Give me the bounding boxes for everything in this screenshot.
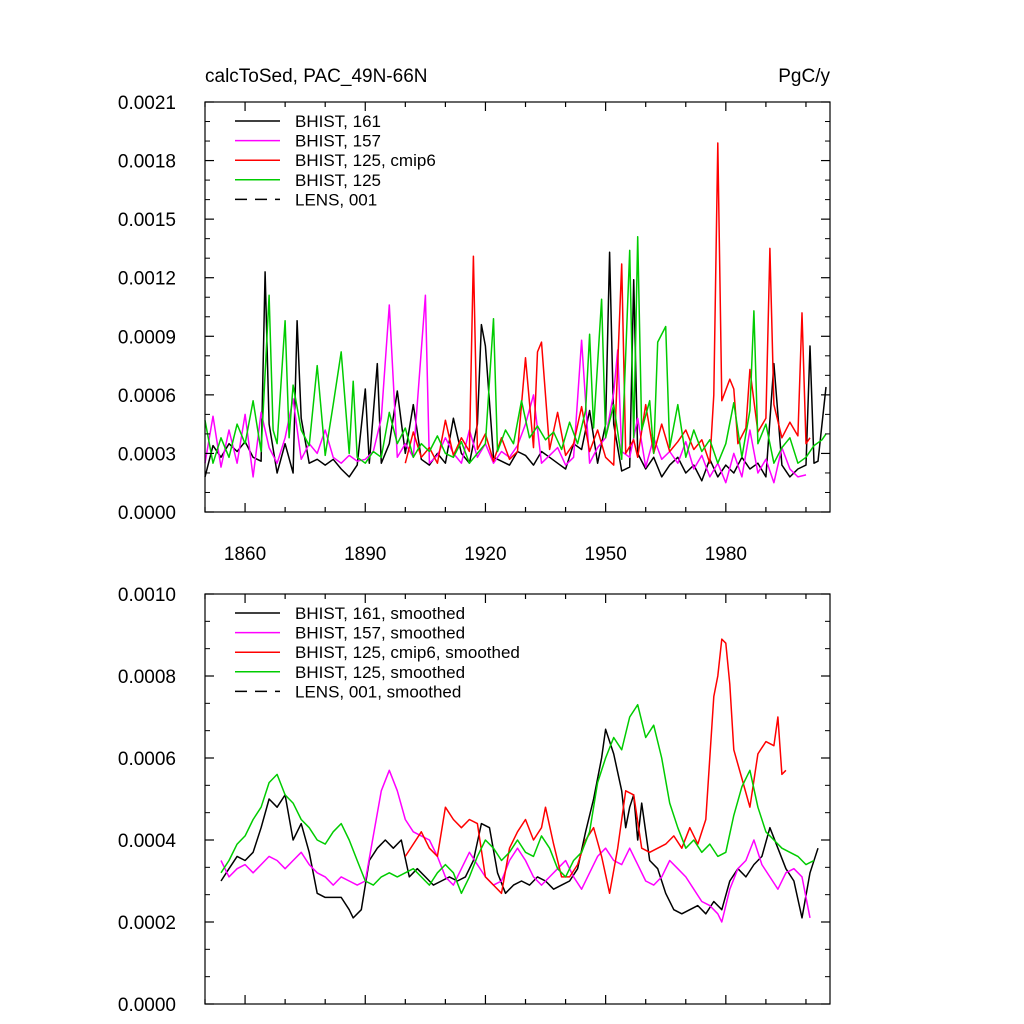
top-legend-label-bhist-157: BHIST, 157 bbox=[295, 132, 381, 151]
bottom-ytick-label: 0.0002 bbox=[118, 913, 176, 934]
bottom-legend-label-bhist-161-smoothed: BHIST, 161, smoothed bbox=[295, 604, 465, 623]
bottom-plot-frame bbox=[204, 593, 831, 1005]
units-label: PgC/y bbox=[778, 66, 830, 87]
top-ytick-label: 0.0021 bbox=[118, 93, 176, 114]
top-ytick-label: 0.0003 bbox=[118, 444, 176, 465]
bottom-legend-label-bhist-125-smoothed: BHIST, 125, smoothed bbox=[295, 663, 465, 682]
bottom-series-line-bhist-125-cmip6-smoothed bbox=[404, 638, 787, 895]
bottom-ytick-label: 0.0008 bbox=[118, 667, 176, 688]
top-xtick-label: 1920 bbox=[464, 544, 506, 565]
top-legend-label-lens-001: LENS, 001 bbox=[295, 190, 377, 209]
bottom-legend-label-bhist-125-cmip6-smoothed: BHIST, 125, cmip6, smoothed bbox=[295, 643, 520, 662]
bottom-ytick-label: 0.0010 bbox=[118, 585, 176, 606]
top-xtick-label: 1980 bbox=[705, 544, 747, 565]
bottom-panel: 0.0000 0.0002 0.0004 0.0006 0.0008 0.0010 BHI… bbox=[118, 585, 831, 1016]
top-series-line-bhist-125 bbox=[204, 235, 827, 464]
top-legend-label-bhist-161: BHIST, 161 bbox=[295, 112, 381, 131]
top-ytick-label: 0.0000 bbox=[118, 503, 176, 524]
top-legend-label-bhist-125-cmip6: BHIST, 125, cmip6 bbox=[295, 151, 436, 170]
top-ytick-label: 0.0018 bbox=[118, 152, 176, 173]
bottom-series-line-bhist-125-smoothed bbox=[220, 703, 815, 895]
top-ytick-label: 0.0015 bbox=[118, 210, 176, 231]
top-plot-frame bbox=[204, 101, 831, 513]
bottom-ticks: 0.0000 0.0002 0.0004 0.0006 0.0008 0.0010 bbox=[118, 585, 830, 1016]
bottom-legend-label-bhist-157-smoothed: BHIST, 157, smoothed bbox=[295, 624, 465, 643]
top-ticks: 0.0000 0.0003 0.0006 0.0009 0.0012 0.0015 0.00… bbox=[118, 93, 830, 565]
top-series-line-bhist-161 bbox=[204, 251, 827, 482]
top-legend-label-bhist-125: BHIST, 125 bbox=[295, 171, 381, 190]
top-ytick-label: 0.0006 bbox=[118, 386, 176, 407]
bottom-series-layer bbox=[220, 638, 819, 923]
top-xtick-label: 1950 bbox=[585, 544, 627, 565]
bottom-ytick-label: 0.0000 bbox=[118, 995, 176, 1016]
bottom-series-line-bhist-161-smoothed bbox=[220, 728, 819, 919]
top-series-layer bbox=[204, 142, 827, 484]
bottom-legend-label-lens-001-smoothed: LENS, 001, smoothed bbox=[295, 682, 461, 701]
top-panel: 0.0000 0.0003 0.0006 0.0009 0.0012 0.0015 0.00… bbox=[118, 93, 831, 565]
bottom-ytick-label: 0.0004 bbox=[118, 831, 177, 852]
bottom-ytick-label: 0.0006 bbox=[118, 749, 176, 770]
figure-title: calcToSed, PAC_49N-66N bbox=[205, 66, 427, 87]
top-xtick-label: 1860 bbox=[224, 544, 266, 565]
bottom-series-line-bhist-157-smoothed bbox=[220, 769, 811, 923]
top-ytick-label: 0.0009 bbox=[118, 327, 176, 348]
top-xtick-label: 1890 bbox=[344, 544, 386, 565]
top-ytick-label: 0.0012 bbox=[118, 269, 176, 290]
